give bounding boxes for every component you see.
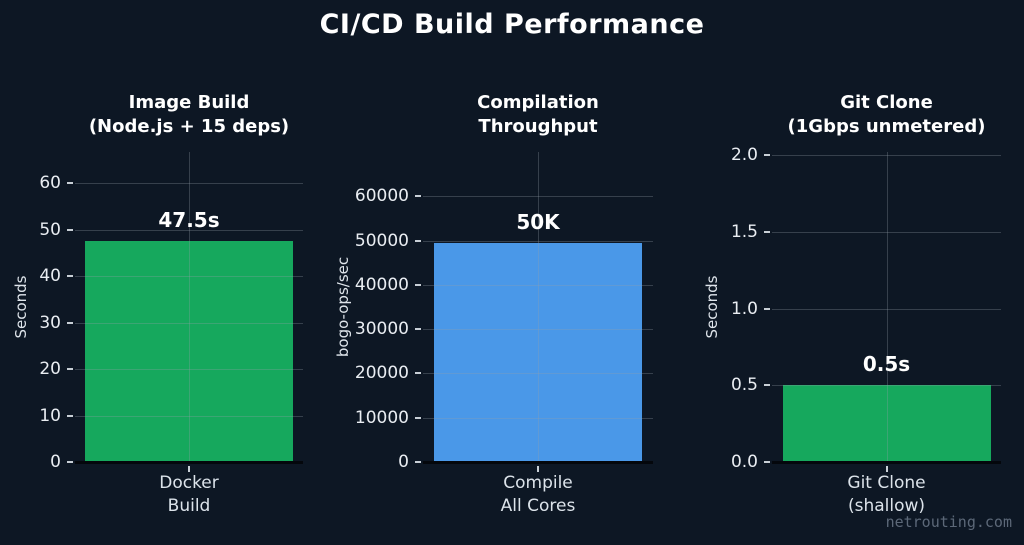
y-tick: [415, 417, 421, 419]
y-tick-label: 50: [39, 220, 61, 240]
gridline-horizontal: [75, 183, 303, 184]
gridline-vertical: [538, 152, 539, 462]
y-tick-label: 30000: [354, 319, 409, 339]
gridline-horizontal: [423, 285, 653, 286]
y-tick-label: 60: [39, 173, 61, 193]
x-tick: [537, 466, 539, 472]
x-axis-spine: [423, 461, 653, 464]
gridline-horizontal: [772, 232, 1001, 233]
x-tick: [188, 466, 190, 472]
gridline-vertical: [189, 152, 190, 462]
y-tick: [764, 154, 770, 156]
y-tick-label: 1.0: [730, 299, 758, 319]
y-tick: [764, 384, 770, 386]
y-tick: [67, 322, 73, 324]
gridline-horizontal: [772, 155, 1001, 156]
plot-area-compilation: [423, 152, 653, 464]
y-tick: [67, 368, 73, 370]
watermark: netrouting.com: [885, 513, 1012, 531]
x-category-label-docker-build: Docker Build: [159, 473, 219, 516]
y-tick-label: 40000: [354, 275, 409, 295]
bar-2: [783, 385, 991, 462]
plot-area-git-clone: [772, 152, 1001, 464]
x-axis-spine: [75, 461, 303, 464]
y-tick-label: 0.5: [730, 375, 758, 395]
gridline-horizontal: [423, 329, 653, 330]
x-category-label-git-clone-shallow: Git Clone (shallow): [847, 473, 926, 516]
gridline-horizontal: [423, 373, 653, 374]
y-tick-label: 30: [39, 313, 61, 333]
y-tick: [764, 461, 770, 463]
gridline-horizontal: [75, 230, 303, 231]
gridline-horizontal: [75, 276, 303, 277]
y-tick-label: 40: [39, 266, 61, 286]
bar-value-label-git-clone: 0.5s: [862, 352, 911, 376]
gridline-vertical: [887, 152, 888, 462]
x-category-label-compile-all-cores: Compile All Cores: [500, 473, 576, 516]
bar-value-label-compilation: 50K: [516, 210, 560, 234]
y-tick-label: 1.5: [730, 222, 758, 242]
figure-title: CI/CD Build Performance: [319, 9, 705, 40]
chart-title-git-clone: Git Clone (1Gbps unmetered): [787, 92, 986, 137]
y-tick: [415, 284, 421, 286]
gridline-horizontal: [423, 418, 653, 419]
y-tick: [67, 461, 73, 463]
y-tick: [67, 415, 73, 417]
y-tick: [67, 182, 73, 184]
chart-title-image-build: Image Build (Node.js + 15 deps): [88, 92, 290, 137]
y-tick-label: 60000: [354, 186, 409, 206]
y-tick-label: 10: [39, 406, 61, 426]
y-tick-label: 20000: [354, 363, 409, 383]
y-tick: [415, 372, 421, 374]
chart-title-compilation: Compilation Throughput: [477, 92, 599, 137]
y-tick-label: 0: [398, 452, 409, 472]
gridline-horizontal: [75, 323, 303, 324]
y-tick-label: 10000: [354, 408, 409, 428]
y-tick: [764, 231, 770, 233]
x-axis-spine: [772, 461, 1001, 464]
gridline-horizontal: [75, 416, 303, 417]
y-tick-label: 0.0: [730, 452, 758, 472]
y-tick-label: 20: [39, 359, 61, 379]
y-axis-label-bogo-ops: bogo-ops/sec: [334, 256, 352, 358]
y-tick-label: 2.0: [730, 145, 758, 165]
bar-0: [85, 241, 293, 462]
y-tick-label: 50000: [354, 231, 409, 251]
x-tick: [885, 466, 888, 472]
y-tick: [415, 461, 421, 463]
y-tick: [67, 275, 73, 277]
y-tick: [67, 229, 73, 231]
y-tick: [415, 328, 421, 330]
gridline-horizontal: [772, 309, 1001, 310]
y-tick: [415, 240, 421, 242]
plot-area-image-build: [75, 152, 303, 464]
gridline-horizontal: [423, 241, 653, 242]
gridline-horizontal: [75, 369, 303, 370]
bar-1: [434, 243, 642, 462]
gridline-horizontal: [423, 196, 653, 197]
gridline-horizontal: [772, 385, 1001, 386]
y-tick-label: 0: [50, 452, 61, 472]
y-tick: [415, 195, 421, 197]
y-tick: [764, 308, 770, 310]
bar-value-label-image-build: 47.5s: [158, 208, 220, 232]
